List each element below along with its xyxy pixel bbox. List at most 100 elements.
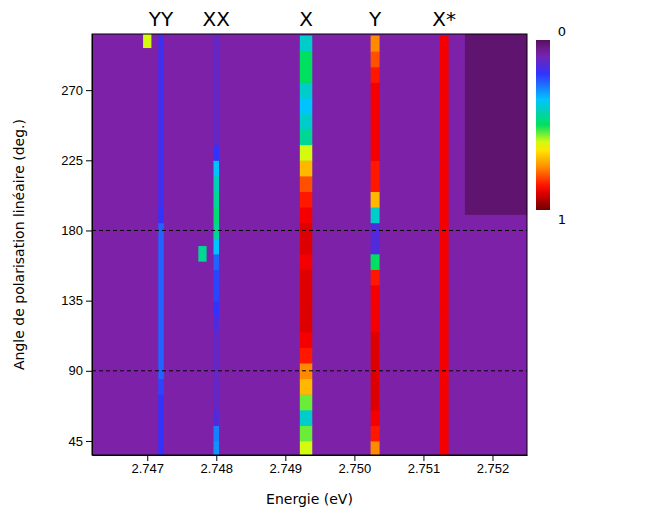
- heat-cell: [371, 269, 380, 285]
- x-tick: 2.749: [270, 455, 303, 476]
- heat-cell: [371, 67, 380, 83]
- heat-cell: [158, 82, 164, 98]
- heat-cell: [300, 425, 312, 441]
- y-tick-mark: [86, 371, 92, 372]
- heat-cell: [371, 129, 380, 145]
- heat-cell: [300, 82, 312, 98]
- heat-cell: [214, 254, 220, 270]
- heat-cell: [440, 145, 449, 161]
- heat-cell: [440, 129, 449, 145]
- y-axis-title: Angle de polarisation linéaire (deg.): [11, 119, 27, 370]
- heat-cell: [300, 254, 312, 270]
- heat-cell: [158, 425, 164, 441]
- heat-cell: [158, 285, 164, 301]
- heat-cell: [371, 301, 380, 317]
- heat-cell: [300, 67, 312, 83]
- x-tick-label: 2.751: [408, 461, 441, 476]
- heat-cell: [300, 410, 312, 426]
- heat-cell: [214, 394, 220, 410]
- line-label: X: [299, 7, 313, 31]
- heat-cell: [158, 410, 164, 426]
- x-tick: 2.750: [339, 455, 372, 476]
- y-tick: 225: [61, 153, 92, 168]
- heat-cell: [158, 441, 164, 455]
- x-tick: 2.747: [131, 455, 164, 476]
- heat-cell: [371, 36, 380, 52]
- heat-cell: [158, 207, 164, 223]
- x-tick-label: 2.752: [477, 461, 510, 476]
- heat-cell: [300, 207, 312, 223]
- chart: 2.7472.7482.7492.7502.7512.7524590135180…: [0, 0, 647, 514]
- heat-cell: [440, 394, 449, 410]
- x-tick-mark: [492, 455, 493, 461]
- line-label: Y: [368, 7, 382, 31]
- heat-cell: [440, 285, 449, 301]
- heat-cell: [214, 441, 220, 455]
- heat-cell: [158, 145, 164, 161]
- plot-frame: [92, 34, 527, 455]
- heat-cell: [300, 176, 312, 192]
- heat-cell: [440, 332, 449, 348]
- heat-cell: [214, 332, 220, 348]
- heat-cell: [300, 145, 312, 161]
- heat-cell: [440, 269, 449, 285]
- heat-cell: [440, 36, 449, 52]
- heat-cell: [158, 129, 164, 145]
- heat-cell: [440, 410, 449, 426]
- heat-cell: [214, 301, 220, 317]
- x-tick-mark: [147, 455, 148, 461]
- heat-cell: [300, 51, 312, 67]
- heat-cell: [300, 347, 312, 363]
- colorbar-label: 0: [558, 24, 566, 39]
- heat-cell: [214, 410, 220, 426]
- heat-cell: [371, 51, 380, 67]
- heat-cell: [214, 51, 220, 67]
- heat-cell: [371, 207, 380, 223]
- heat-cell: [440, 425, 449, 441]
- x-axis-title: Energie (eV): [266, 491, 353, 507]
- heat-cell: [300, 316, 312, 332]
- heat-cell: [440, 98, 449, 114]
- heat-cell: [158, 347, 164, 363]
- heat-cell: [158, 176, 164, 192]
- heat-cell: [158, 269, 164, 285]
- heat-cell: [371, 394, 380, 410]
- heat-cell: [371, 425, 380, 441]
- heat-cell: [214, 207, 220, 223]
- heat-cell: [214, 160, 220, 176]
- heat-cell: [440, 160, 449, 176]
- x-tick: 2.751: [408, 455, 441, 476]
- colorbar: [536, 40, 550, 210]
- heat-cell: [371, 285, 380, 301]
- x-tick-label: 2.747: [131, 461, 164, 476]
- heat-cell: [371, 316, 380, 332]
- y-tick-label: 135: [61, 293, 83, 308]
- heat-cell: [440, 82, 449, 98]
- heat-cell: [371, 347, 380, 363]
- y-tick-mark: [86, 441, 92, 442]
- heat-cell: [371, 441, 380, 455]
- heat-cell: [371, 332, 380, 348]
- heat-cell: [440, 441, 449, 455]
- x-tick-label: 2.748: [201, 461, 234, 476]
- line-label: XX: [203, 7, 231, 31]
- y-tick-label: 180: [61, 223, 83, 238]
- y-axis: 4590135180225270: [61, 35, 92, 456]
- heat-cell: [214, 176, 220, 192]
- heat-cell: [158, 316, 164, 332]
- y-tick-label: 90: [69, 363, 83, 378]
- heat-cell: [371, 98, 380, 114]
- heat-cell: [158, 379, 164, 395]
- x-tick-mark: [354, 455, 355, 461]
- heat-cell: [371, 145, 380, 161]
- heat-cell: [300, 160, 312, 176]
- x-axis-line: [93, 455, 528, 456]
- heat-cell: [158, 191, 164, 207]
- heat-cell: [158, 332, 164, 348]
- heat-cell: [440, 191, 449, 207]
- spot-cell: [198, 246, 206, 262]
- heat-cell: [158, 301, 164, 317]
- heat-cell: [300, 379, 312, 395]
- heat-cell: [158, 394, 164, 410]
- heat-cell: [440, 254, 449, 270]
